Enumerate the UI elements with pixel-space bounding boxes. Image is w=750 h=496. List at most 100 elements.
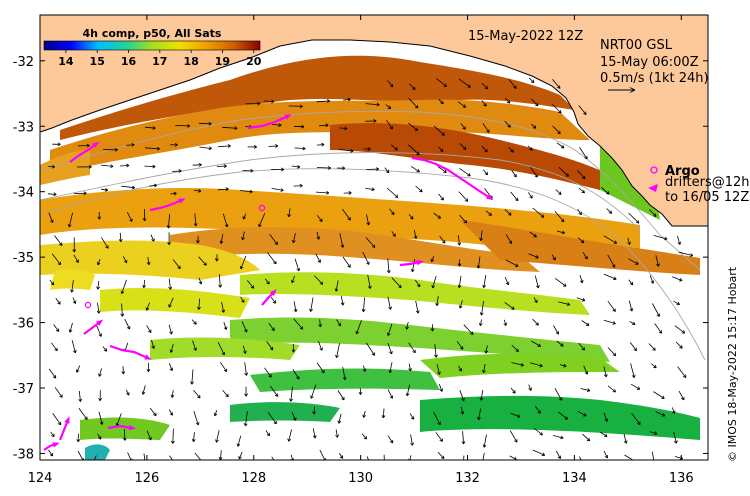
current-vector <box>481 301 484 316</box>
current-vector <box>198 256 207 266</box>
current-vector-head <box>68 329 73 333</box>
current-vector-head <box>529 195 533 199</box>
current-vector <box>316 144 325 146</box>
current-vector-head <box>408 367 412 372</box>
current-vector-head <box>215 439 219 443</box>
current-vector-head <box>96 286 101 290</box>
current-vector <box>100 164 114 167</box>
current-vector <box>606 208 612 214</box>
current-vector-head <box>341 396 345 401</box>
current-vector <box>242 231 245 240</box>
current-vector <box>124 318 131 330</box>
current-vector <box>556 340 564 347</box>
current-vector <box>458 191 469 202</box>
current-vector <box>363 365 366 372</box>
current-vector <box>553 325 559 335</box>
current-vector-head <box>50 281 55 286</box>
current-vector-head <box>539 363 543 368</box>
current-vector <box>339 233 344 248</box>
current-vector <box>578 187 585 194</box>
current-vector <box>551 103 562 114</box>
current-vector-head <box>636 386 641 390</box>
current-vector <box>408 214 414 220</box>
current-vector-head <box>581 347 585 351</box>
current-vector-head <box>627 241 631 245</box>
current-vector <box>241 321 248 333</box>
current-vector <box>93 455 97 460</box>
current-vector <box>577 410 587 417</box>
current-vector-head <box>635 261 639 265</box>
current-vector <box>624 454 634 460</box>
current-vector <box>342 208 351 221</box>
current-vector <box>485 345 488 354</box>
drifter-marker-icon <box>648 184 658 192</box>
current-vector-head <box>244 372 249 376</box>
current-vector <box>458 365 462 372</box>
current-vector-head <box>241 236 245 241</box>
current-vector <box>314 275 323 285</box>
current-vector-head <box>123 259 128 264</box>
current-vector-head <box>613 276 617 281</box>
current-vector <box>457 101 466 108</box>
current-vector <box>387 342 393 355</box>
current-vector-head <box>580 239 585 244</box>
current-vector-head <box>437 371 441 375</box>
current-vector-head <box>250 285 255 289</box>
current-vector <box>629 321 636 325</box>
current-vector <box>483 274 487 288</box>
current-vector <box>170 343 174 353</box>
current-vector <box>366 342 375 356</box>
current-vector <box>222 126 238 129</box>
current-vector <box>339 127 348 129</box>
current-vector-head <box>318 324 323 328</box>
current-vector-head <box>557 85 561 89</box>
current-vector <box>607 254 616 268</box>
current-vector-head <box>280 188 284 192</box>
current-vector-head <box>152 126 156 130</box>
current-vector <box>391 277 402 288</box>
current-vector <box>406 321 409 330</box>
current-vector-head <box>457 242 462 246</box>
plot-frame <box>39 14 709 461</box>
current-vector-head <box>511 306 515 310</box>
current-vector <box>483 363 486 373</box>
current-vector <box>508 78 517 89</box>
current-vector-head <box>656 263 660 267</box>
current-vector <box>438 98 444 105</box>
current-vector <box>485 210 492 216</box>
current-vector-head <box>129 458 133 460</box>
current-vector <box>291 411 297 421</box>
current-vector-head <box>153 412 157 417</box>
x-tick-label: 134 <box>562 471 587 486</box>
current-vector <box>648 343 656 351</box>
current-vector-head <box>98 333 102 337</box>
current-vector-head <box>141 391 146 395</box>
colorbar-tick-label: 19 <box>215 55 230 68</box>
current-vector-head <box>405 326 409 330</box>
current-vector <box>530 123 537 129</box>
current-vector <box>533 297 538 303</box>
current-vector <box>408 342 416 354</box>
current-vector-head <box>319 281 324 285</box>
current-vector <box>554 388 563 401</box>
current-vector-head <box>178 169 182 173</box>
current-vector <box>97 433 102 440</box>
drifter-marker <box>486 194 494 201</box>
current-vector <box>603 319 616 324</box>
current-vector <box>319 319 321 327</box>
current-vector <box>438 384 443 392</box>
current-vector-head <box>225 187 229 192</box>
current-vector-head <box>104 187 109 192</box>
current-vector-head <box>462 462 465 465</box>
current-vector-head <box>528 387 532 391</box>
current-vector <box>168 278 171 290</box>
current-vector-head <box>243 350 247 354</box>
colorbar-title: 4h comp, p50, All Sats <box>83 27 222 40</box>
colorbar-tick-label: 14 <box>58 55 74 68</box>
current-vector <box>119 232 122 242</box>
current-vector <box>630 383 641 390</box>
current-vector-head <box>126 163 130 168</box>
current-vector <box>51 342 58 352</box>
current-vector-head <box>76 439 81 443</box>
current-vector-head <box>98 397 103 402</box>
